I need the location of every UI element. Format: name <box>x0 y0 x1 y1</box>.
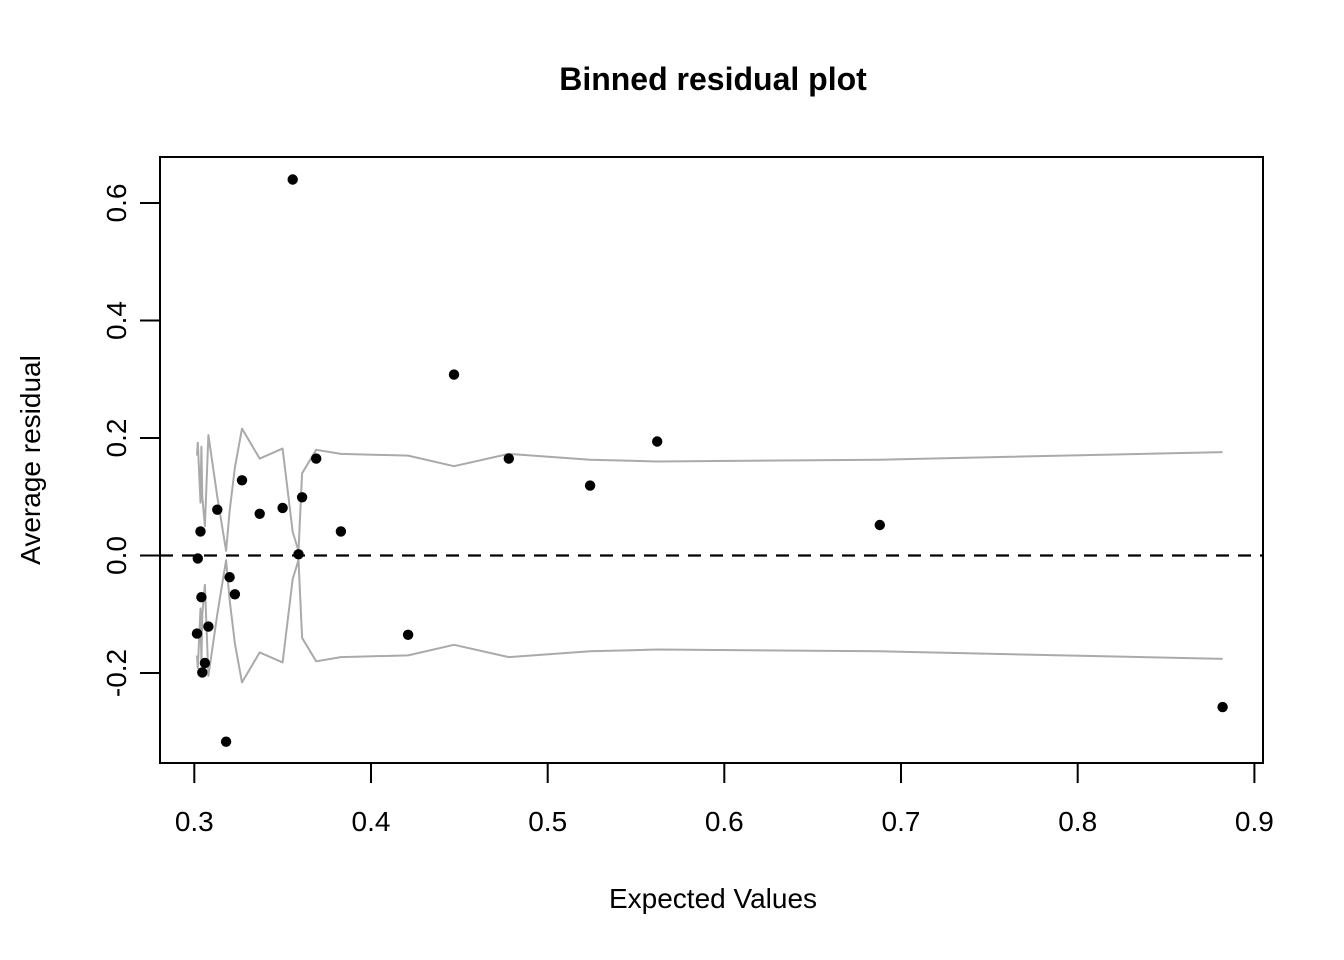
plot-frame <box>159 156 1264 764</box>
lower-2se-band-line <box>196 559 1223 684</box>
x-tick-label: 0.3 <box>175 806 214 837</box>
y-tick-label: 0.6 <box>101 184 132 223</box>
data-point <box>212 504 223 515</box>
x-tick-label: 0.6 <box>705 806 744 837</box>
x-axis: 0.3 0.4 0.5 0.6 0.7 0.8 0.9 <box>175 763 1274 837</box>
data-point <box>197 667 208 678</box>
y-tick-label: -0.2 <box>101 649 132 697</box>
data-point <box>448 369 460 380</box>
data-point <box>196 592 207 603</box>
data-point <box>287 174 298 185</box>
data-point <box>220 736 232 747</box>
data-point <box>191 628 203 639</box>
data-point <box>296 492 308 503</box>
data-point <box>254 508 265 519</box>
data-point <box>195 526 206 537</box>
data-point <box>311 453 322 464</box>
data-point <box>277 502 288 514</box>
x-tick-label: 0.7 <box>882 806 921 837</box>
x-tick-label: 0.9 <box>1235 806 1274 837</box>
data-point <box>224 572 235 583</box>
plot-area <box>160 174 1263 747</box>
y-tick-label: 0.2 <box>101 419 132 458</box>
data-point <box>584 480 596 491</box>
y-tick-label: 0.0 <box>101 536 132 575</box>
data-point <box>203 621 214 632</box>
data-point <box>236 475 248 486</box>
data-point <box>335 526 347 537</box>
upper-2se-band-line <box>196 427 1223 552</box>
data-point <box>652 436 663 447</box>
x-tick-label: 0.5 <box>528 806 567 837</box>
x-tick-label: 0.8 <box>1058 806 1097 837</box>
y-tick-label: 0.4 <box>101 301 132 340</box>
y-axis: -0.2 0.0 0.2 0.4 0.6 <box>101 184 160 697</box>
data-point <box>402 629 414 640</box>
data-point <box>503 453 514 464</box>
data-point <box>229 589 241 600</box>
data-point <box>293 549 304 560</box>
data-point <box>874 519 885 531</box>
x-tick-label: 0.4 <box>352 806 391 837</box>
chart-title: Binned residual plot <box>559 61 867 97</box>
x-axis-label: Expected Values <box>609 883 817 914</box>
y-axis-label: Average residual <box>15 355 46 565</box>
data-point <box>192 553 203 564</box>
data-point <box>199 657 211 669</box>
data-point <box>1217 701 1228 713</box>
